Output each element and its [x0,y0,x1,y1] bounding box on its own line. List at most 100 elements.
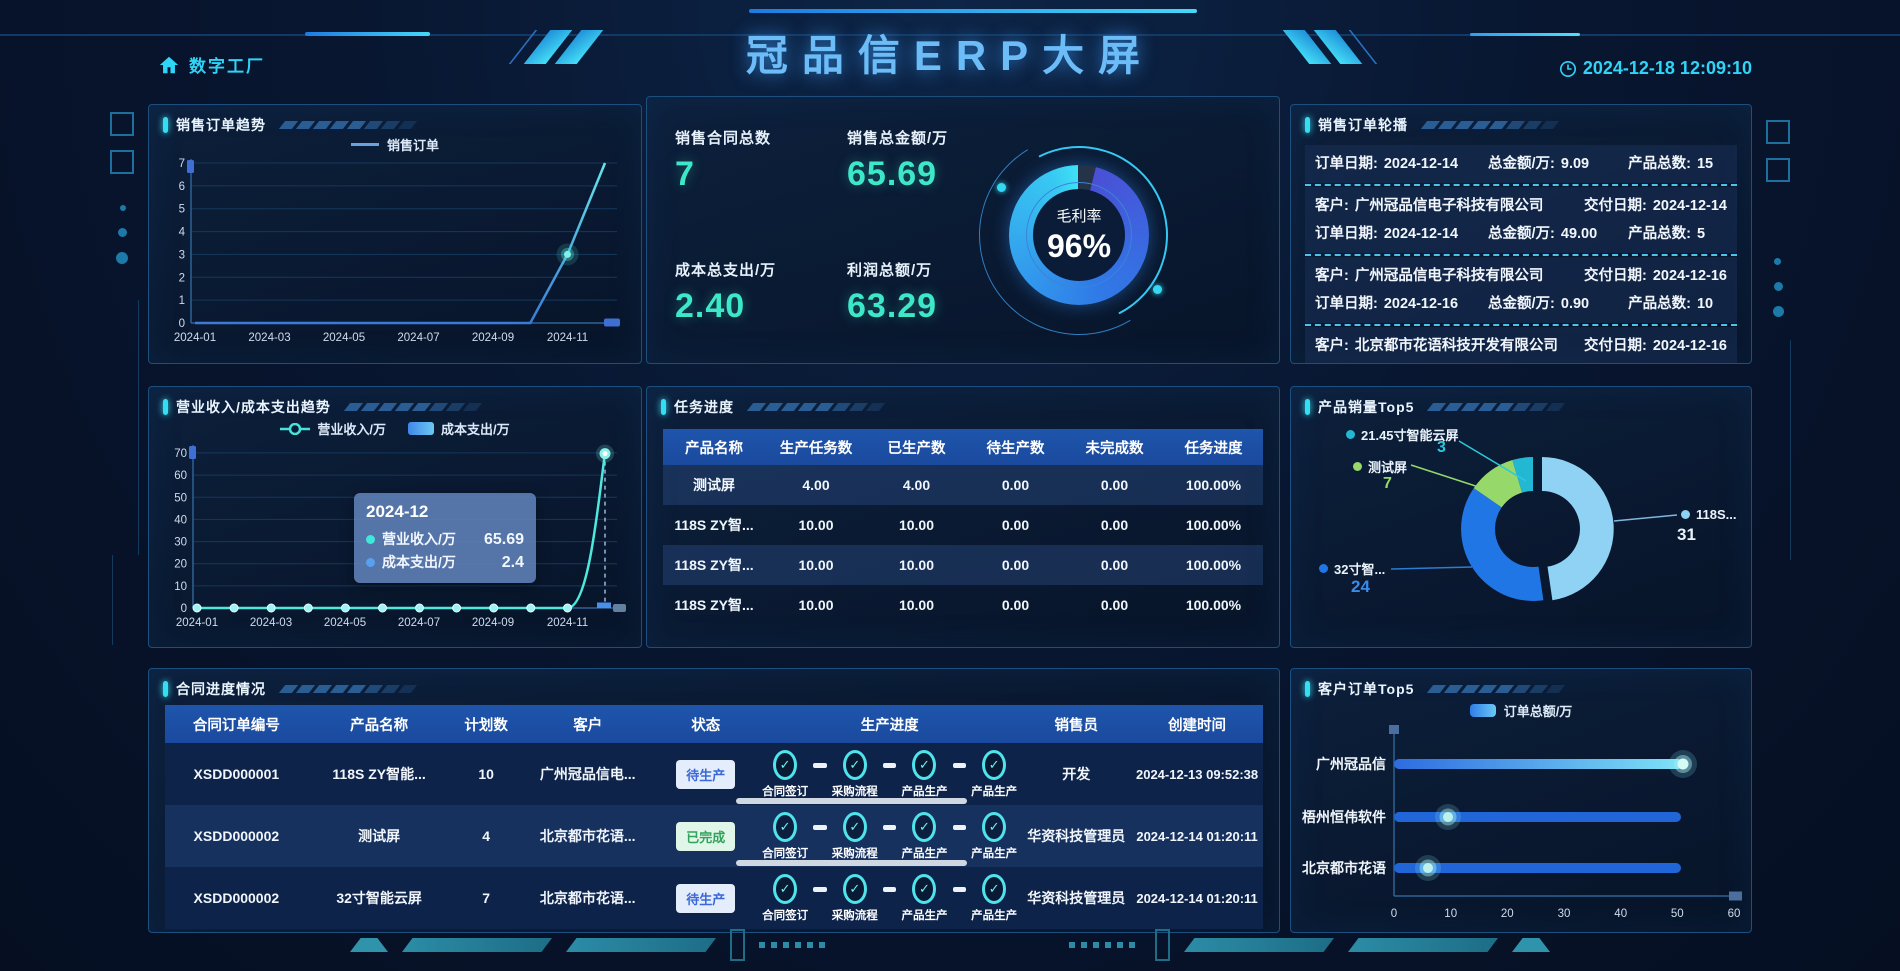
legend-sales-order[interactable]: 销售订单 [149,135,641,154]
page-title: 冠品信ERP大屏 [745,32,1155,79]
panel-order-carousel: 销售订单轮播 订单日期: 2024-12-14 总金额/万: 9.09 产品总数: 1… [1290,104,1752,364]
title-pill [1305,399,1310,415]
legend-label: 订单总额/万 [1503,704,1573,719]
donut-slices[interactable] [1461,457,1614,601]
bar-guangzhou[interactable] [1394,759,1683,769]
panel-product-top5: 产品销量Top5 21.45寸智能云屏 3 [1290,386,1752,648]
svg-text:2024-11: 2024-11 [547,617,588,629]
tooltip-row: 营业收入/万 65.69 [366,528,524,551]
title-hashes [746,403,886,411]
panel-title-text: 合同进度情况 [176,681,266,697]
carousel-entry[interactable]: 客户: 北京都市花语科技开发有限公司 交付日期: 2024-12-16 [1305,327,1737,363]
slice-32inch[interactable] [1461,488,1544,601]
title-pill [1305,681,1310,697]
title-pill [661,399,666,415]
legend-revenue[interactable]: 营业收入/万 [280,419,386,438]
title-hashes [1420,121,1560,129]
dot-wuzhou [1435,804,1461,830]
carousel-entry[interactable]: 订单日期: 2024-12-14 总金额/万: 9.09 产品总数: 15 [1305,145,1737,183]
sales-order-line [195,162,607,325]
panel-task-progress: 任务进度 产品名称 生产任务数 已生产数 待生产数 未完成数 任务进度 测试屏 4.00… [646,386,1280,648]
slice-118s[interactable] [1542,457,1614,601]
production-steps: ✓ 合同签订 ✓ 采购流程 ✓ 产品生产 ✓ 产品生产 [758,873,1022,923]
steps-scrollbar[interactable] [735,860,967,866]
panel-kpi: 销售合同总数 7 销售总金额/万 65.69 成本总支出/万 2.40 利润总额… [646,96,1280,364]
gross-margin-gauge: 毛利率 96% [957,113,1201,357]
home-button[interactable]: 数字工厂 [158,52,265,77]
title-pill [163,117,168,133]
header-glow-bar-left [305,32,430,36]
footer-ornament [0,929,1900,961]
x-zoom-handle[interactable] [604,318,620,327]
deco-trapezoid [1512,938,1550,952]
panel-contract-progress: 合同进度情况 合同订单编号 产品名称 计划数 客户 状态 生产进度 销售员 创建时间 X… [148,668,1280,933]
task-table: 产品名称 生产任务数 已生产数 待生产数 未完成数 任务进度 测试屏 4.00 4.00… [663,429,1263,625]
slice-2145[interactable] [1512,457,1533,493]
kpi-label: 销售合同总数 [675,130,772,147]
deco-bar [1348,938,1498,952]
x-axis-cap[interactable] [1729,891,1742,901]
customer-order-chart[interactable]: 广州冠品信 梧州恒伟软件 北京都市花语 0 10 20 30 40 50 60 [1291,719,1752,933]
deco-dot [118,228,127,237]
y-axis-cap[interactable] [1389,725,1399,734]
header-line [0,34,1900,36]
panel-title-text: 销售订单趋势 [176,117,266,133]
category-labels: 广州冠品信 梧州恒伟软件 北京都市花语 [1302,756,1386,876]
leader-lines [1390,440,1678,570]
carousel-list: 订单日期: 2024-12-14 总金额/万: 9.09 产品总数: 15 客户: 广州… [1305,145,1737,363]
gauge-value: 96% [1046,228,1112,264]
status-badge: 待生产 [676,883,736,913]
pie-label: 测试屏 [1353,457,1407,476]
kpi-value: 65.69 [847,155,938,193]
panel-revenue-cost-trend: 营业收入/成本支出趋势 营业收入/万 成本支出/万 [148,386,642,648]
carousel-divider [1305,254,1737,256]
header-glow-bar-top [749,9,1197,13]
sales-trend-chart[interactable]: 76 54 32 10 2024-01 2024-03 2024-05 2024-0… [161,155,631,360]
svg-text:2: 2 [179,272,185,284]
carousel-entry[interactable]: 客户: 广州冠品信电子科技有限公司 交付日期: 2024-12-16 订单日期: 20… [1305,257,1737,323]
pie-value: 31 [1677,525,1696,544]
bar-beijing[interactable] [1394,863,1681,873]
dot-guangzhou [1669,750,1697,778]
bar-wuzhou[interactable] [1394,812,1681,822]
pie-label: 32寸智... [1319,559,1385,578]
revenue-peak-point [596,444,614,463]
svg-text:2024-11: 2024-11 [547,332,588,344]
title-deco-left [508,30,604,64]
chart-tooltip: 2024-12 营业收入/万 65.69 成本支出/万 2.4 [354,493,536,583]
legend-cost[interactable]: 成本支出/万 [408,419,510,438]
product-sales-donut[interactable] [1291,417,1752,648]
y-axis-cap[interactable] [187,160,194,173]
pie-label: 118S... [1681,507,1736,522]
svg-text:5: 5 [179,204,185,216]
svg-text:20: 20 [1501,908,1514,920]
title-hashes [278,685,418,693]
svg-text:50: 50 [1671,908,1684,920]
legend-order-total[interactable]: 订单总额/万 [1291,701,1751,720]
gauge-center [1033,189,1125,281]
svg-text:2024-03: 2024-03 [248,332,290,344]
panel-title: 客户订单Top5 [1305,679,1566,699]
revenue-cost-chart[interactable]: 70 60 50 40 30 20 10 0 2024-01 2024-03 2024-0… [161,433,631,645]
carousel-entry[interactable]: 客户: 广州冠品信电子科技有限公司 交付日期: 2024-12-14 订单日期: 20… [1305,187,1737,253]
brand-label: 数字工厂 [189,57,265,76]
svg-text:2024-05: 2024-05 [324,617,366,629]
y-ticks: 70 60 50 40 30 20 10 0 [174,448,187,615]
svg-text:2024-01: 2024-01 [174,332,216,344]
svg-text:30: 30 [174,537,187,549]
series-dot [366,558,375,567]
svg-text:0: 0 [1391,908,1397,920]
steps-scrollbar[interactable] [735,798,967,804]
x-ticks: 2024-01 2024-03 2024-05 2024-07 2024-09 202… [174,332,588,344]
svg-text:梧州恒伟软件: 梧州恒伟软件 [1302,809,1386,825]
series-dot [1319,564,1328,573]
production-steps: ✓ 合同签订 ✓ 采购流程 ✓ 产品生产 ✓ 产品生产 [758,749,1022,799]
legend-bar-glyph [408,422,434,435]
datetime-display: 2024-12-18 12:09:10 [1559,58,1752,79]
title-deco-right [1282,30,1378,64]
x-zoom-handle[interactable] [613,604,626,612]
y-axis-cap[interactable] [189,446,196,459]
table-row: XSDD000002 32寸智能云屏 7 北京都市花语... 待生产 ✓ 合同签订… [165,867,1263,929]
series-dot [1353,462,1362,471]
panel-title: 销售订单趋势 [163,115,418,135]
